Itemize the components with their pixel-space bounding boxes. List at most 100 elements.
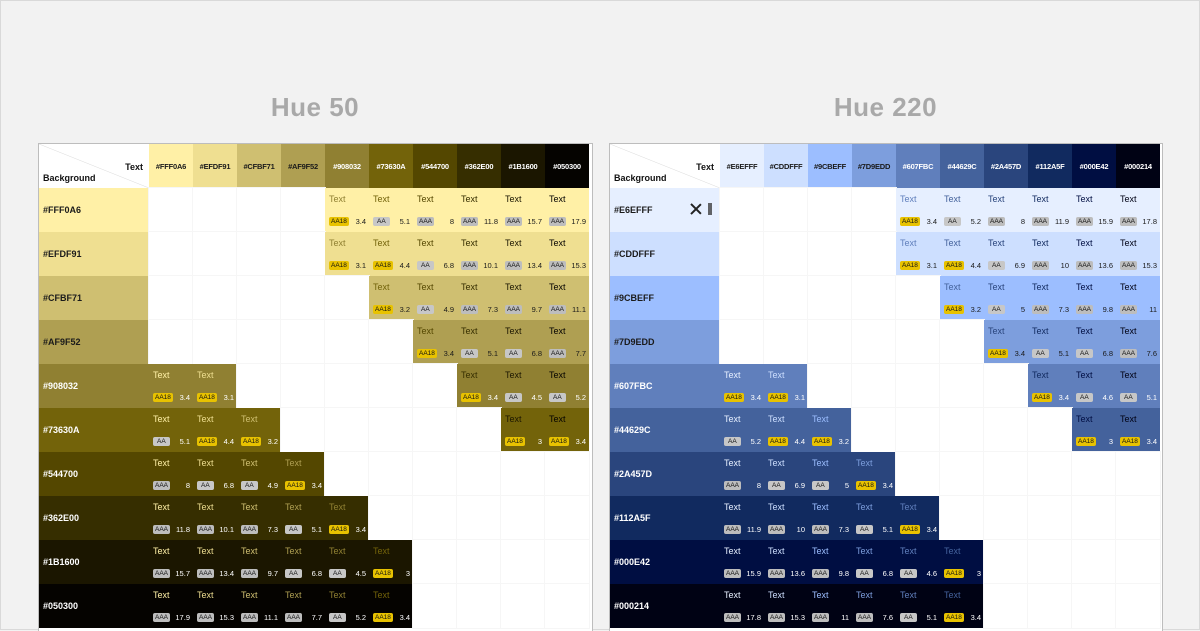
contrast-cell[interactable]: Text AA18 3.2	[237, 408, 281, 452]
contrast-cell[interactable]: Text AAA 7.7	[281, 584, 325, 628]
contrast-cell[interactable]: Text AA 4.5	[325, 540, 369, 584]
row-header-swatch[interactable]: #FFF0A6	[39, 188, 149, 232]
row-header-swatch[interactable]: #000214	[610, 584, 720, 628]
contrast-cell[interactable]: Text AAA 7.3	[457, 276, 501, 320]
contrast-cell[interactable]: Text AAA 15.7	[149, 540, 193, 584]
contrast-cell[interactable]: Text AA18 4.4	[369, 232, 413, 276]
column-header-swatch[interactable]: #1B1600	[501, 144, 545, 188]
contrast-cell[interactable]: Text AA18 4.4	[940, 232, 984, 276]
contrast-cell[interactable]: Text AA18 3.4	[984, 320, 1028, 364]
contrast-cell[interactable]: Text AAA 11.1	[237, 584, 281, 628]
row-header-swatch[interactable]: #1B1600	[39, 540, 149, 584]
row-header-swatch[interactable]: #908032	[39, 364, 149, 408]
row-header-swatch[interactable]: #7D9EDD	[610, 320, 720, 364]
row-header-swatch[interactable]: #050300	[39, 584, 149, 628]
contrast-cell[interactable]: Text AAA 10	[764, 496, 808, 540]
contrast-cell[interactable]: Text AA18 3	[940, 540, 984, 584]
contrast-cell[interactable]: Text AA 5.1	[281, 496, 325, 540]
contrast-cell[interactable]: Text AA 4.9	[413, 276, 457, 320]
contrast-cell[interactable]: Text AA18 3	[1072, 408, 1116, 452]
contrast-cell[interactable]: Text AA18 3.4	[369, 584, 413, 628]
contrast-cell[interactable]: Text AAA 8	[984, 188, 1028, 232]
column-header-swatch[interactable]: #73630A	[369, 144, 413, 188]
contrast-cell[interactable]: Text AA 5.1	[149, 408, 193, 452]
contrast-cell[interactable]: Text AAA 7.3	[808, 496, 852, 540]
contrast-cell[interactable]: Text AAA 15.3	[1116, 232, 1160, 276]
column-header-swatch[interactable]: #000214	[1116, 144, 1160, 188]
contrast-cell[interactable]: Text AA18 3.1	[896, 232, 940, 276]
contrast-cell[interactable]: Text AA18 3.4	[325, 188, 369, 232]
contrast-cell[interactable]: Text AA18 3.4	[896, 188, 940, 232]
contrast-cell[interactable]: Text AA18 3	[369, 540, 413, 584]
column-header-swatch[interactable]: #000E42	[1072, 144, 1116, 188]
contrast-cell[interactable]: Text AAA 11	[1116, 276, 1160, 320]
row-header-swatch[interactable]: #544700	[39, 452, 149, 496]
row-header-swatch[interactable]: #607FBC	[610, 364, 720, 408]
contrast-cell[interactable]: Text AAA 15.3	[193, 584, 237, 628]
contrast-cell[interactable]: Text AA18 3	[501, 408, 545, 452]
contrast-cell[interactable]: Text AA 5.1	[457, 320, 501, 364]
column-header-swatch[interactable]: #FFF0A6	[149, 144, 193, 188]
contrast-cell[interactable]: Text AAA 15.3	[545, 232, 589, 276]
column-header-swatch[interactable]: #7D9EDD	[852, 144, 896, 188]
contrast-cell[interactable]: Text AAA 11.8	[149, 496, 193, 540]
contrast-cell[interactable]: Text AA18 4.4	[193, 408, 237, 452]
contrast-cell[interactable]: Text AAA 17.9	[149, 584, 193, 628]
row-header-swatch[interactable]: #73630A	[39, 408, 149, 452]
row-header-swatch[interactable]: #E6EFFF	[610, 188, 720, 232]
contrast-cell[interactable]: Text AA 5	[808, 452, 852, 496]
contrast-cell[interactable]: Text AAA 7.6	[852, 584, 896, 628]
contrast-cell[interactable]: Text AAA 15.9	[720, 540, 764, 584]
contrast-cell[interactable]: Text AAA 8	[413, 188, 457, 232]
contrast-cell[interactable]: Text AAA 13.4	[193, 540, 237, 584]
contrast-cell[interactable]: Text AA 5.1	[1116, 364, 1160, 408]
row-header-swatch[interactable]: #2A457D	[610, 452, 720, 496]
contrast-cell[interactable]: Text AA 6.8	[193, 452, 237, 496]
contrast-cell[interactable]: Text AA 6.8	[1072, 320, 1116, 364]
drag-handle-icon[interactable]	[708, 203, 712, 215]
contrast-cell[interactable]: Text AA 6.8	[852, 540, 896, 584]
column-header-swatch[interactable]: #544700	[413, 144, 457, 188]
remove-row-close-icon[interactable]	[690, 203, 702, 215]
row-header-swatch[interactable]: #EFDF91	[39, 232, 149, 276]
contrast-cell[interactable]: Text AA 5.2	[720, 408, 764, 452]
contrast-cell[interactable]: Text AAA 17.8	[1116, 188, 1160, 232]
column-header-swatch[interactable]: #607FBC	[896, 144, 940, 188]
contrast-cell[interactable]: Text AA 6.8	[413, 232, 457, 276]
contrast-cell[interactable]: Text AAA 15.7	[501, 188, 545, 232]
contrast-cell[interactable]: Text AA 4.6	[1072, 364, 1116, 408]
contrast-cell[interactable]: Text AAA 9.8	[808, 540, 852, 584]
contrast-cell[interactable]: Text AA18 3.1	[325, 232, 369, 276]
row-header-swatch[interactable]: #44629C	[610, 408, 720, 452]
column-header-swatch[interactable]: #9CBEFF	[808, 144, 852, 188]
contrast-cell[interactable]: Text AA 4.6	[896, 540, 940, 584]
contrast-cell[interactable]: Text AA 6.8	[281, 540, 325, 584]
contrast-cell[interactable]: Text AA18 3.2	[940, 276, 984, 320]
contrast-cell[interactable]: Text AA18 3.4	[852, 452, 896, 496]
row-header-swatch[interactable]: #362E00	[39, 496, 149, 540]
column-header-swatch[interactable]: #EFDF91	[193, 144, 237, 188]
contrast-cell[interactable]: Text AAA 10.1	[457, 232, 501, 276]
contrast-cell[interactable]: Text AA 4.5	[501, 364, 545, 408]
contrast-cell[interactable]: Text AAA 11	[808, 584, 852, 628]
contrast-cell[interactable]: Text AA18 3.4	[940, 584, 984, 628]
contrast-cell[interactable]: Text AAA 13.6	[1072, 232, 1116, 276]
contrast-cell[interactable]: Text AAA 17.8	[720, 584, 764, 628]
contrast-cell[interactable]: Text AAA 9.7	[237, 540, 281, 584]
contrast-cell[interactable]: Text AA18 3.4	[457, 364, 501, 408]
contrast-cell[interactable]: Text AA 5.2	[940, 188, 984, 232]
contrast-cell[interactable]: Text AAA 15.9	[1072, 188, 1116, 232]
row-header-swatch[interactable]: #CFBF71	[39, 276, 149, 320]
contrast-cell[interactable]: Text AAA 7.6	[1116, 320, 1160, 364]
contrast-cell[interactable]: Text AA18 3.4	[281, 452, 325, 496]
column-header-swatch[interactable]: #2A457D	[984, 144, 1028, 188]
contrast-cell[interactable]: Text AAA 13.4	[501, 232, 545, 276]
contrast-cell[interactable]: Text AAA 7.3	[237, 496, 281, 540]
contrast-cell[interactable]: Text AA 5.2	[325, 584, 369, 628]
contrast-cell[interactable]: Text AAA 11.1	[545, 276, 589, 320]
contrast-cell[interactable]: Text AAA 7.7	[545, 320, 589, 364]
contrast-cell[interactable]: Text AAA 17.9	[545, 188, 589, 232]
contrast-cell[interactable]: Text AA 5.1	[852, 496, 896, 540]
row-header-swatch[interactable]: #CDDFFF	[610, 232, 720, 276]
column-header-swatch[interactable]: #CFBF71	[237, 144, 281, 188]
